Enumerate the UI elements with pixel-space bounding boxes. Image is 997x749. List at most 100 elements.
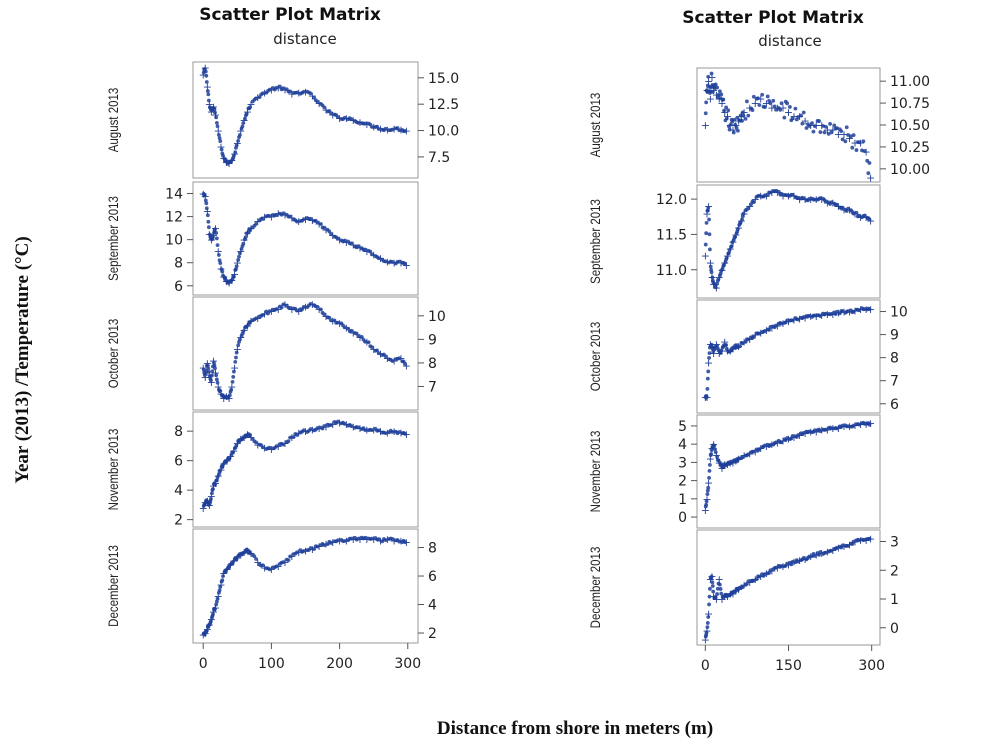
- data-point: +: [233, 552, 242, 565]
- data-point: [801, 196, 806, 201]
- data-point: [707, 463, 712, 467]
- data-point: +: [222, 455, 231, 468]
- data-point: [824, 427, 828, 432]
- data-point: [397, 356, 402, 361]
- data-point: [704, 394, 709, 399]
- data-point: [267, 87, 272, 92]
- data-point: +: [209, 480, 218, 493]
- data-point: [288, 435, 293, 440]
- data-point: [234, 443, 239, 447]
- data-point: [359, 334, 364, 339]
- data-point: [812, 554, 817, 558]
- data-point: [205, 89, 210, 93]
- data-point: [241, 121, 246, 125]
- panel-frame: [696, 414, 881, 529]
- y-tick-label: 12: [165, 210, 183, 226]
- data-point: [237, 251, 242, 255]
- data-point: +: [240, 324, 249, 337]
- data-point: [214, 120, 219, 125]
- panel-october-2013: October 201378910+++++++++++++++++++++++…: [105, 296, 446, 411]
- data-point: [335, 538, 340, 543]
- data-point: +: [203, 357, 212, 370]
- y-tick-label: 7.5: [428, 150, 450, 166]
- data-point: +: [806, 119, 815, 132]
- data-point: [335, 320, 340, 325]
- data-point: [215, 243, 220, 248]
- data-point: +: [260, 307, 269, 320]
- data-point: +: [773, 436, 782, 449]
- data-point: [383, 354, 388, 359]
- panel-frame: [696, 67, 881, 183]
- data-point: [278, 84, 282, 89]
- row-label: November 2013: [105, 429, 121, 511]
- x-tick-label: 150: [775, 658, 802, 674]
- data-point: [756, 96, 760, 101]
- data-point: +: [211, 222, 220, 235]
- data-point: [397, 430, 402, 434]
- data-point: [844, 125, 849, 130]
- data-point: [210, 491, 214, 496]
- data-point: [376, 127, 381, 131]
- data-point: [828, 122, 832, 126]
- data-point: [733, 122, 738, 127]
- data-point: [704, 502, 709, 507]
- data-point: [214, 602, 219, 607]
- data-point: [812, 313, 817, 318]
- data-point: +: [845, 306, 854, 319]
- data-point: [248, 550, 253, 555]
- data-point: [204, 206, 209, 211]
- data-point: [746, 452, 751, 457]
- data-point: [707, 475, 711, 480]
- data-point: [213, 110, 217, 115]
- y-tick-label: 8: [174, 256, 183, 272]
- row-label: December 2013: [587, 547, 603, 629]
- panel-august-2013: August 20137.510.012.515.0++++++++++++++…: [105, 61, 459, 179]
- data-point: [846, 424, 851, 429]
- data-point: [349, 241, 354, 246]
- data-point: [790, 318, 795, 323]
- data-point: +: [706, 453, 715, 466]
- data-point: +: [229, 444, 238, 457]
- data-point: [724, 105, 729, 110]
- data-point: [727, 127, 732, 132]
- data-point: [214, 478, 219, 483]
- data-point: [363, 121, 368, 126]
- data-point: +: [214, 590, 223, 603]
- data-point: [370, 536, 374, 541]
- data-point: [793, 106, 798, 111]
- data-point: [204, 201, 209, 206]
- data-point: +: [801, 427, 810, 440]
- data-point: +: [767, 564, 776, 577]
- data-point: [740, 217, 744, 222]
- data-point: [867, 217, 872, 222]
- data-point: [705, 208, 710, 213]
- data-point: +: [828, 123, 837, 136]
- data-point: [370, 125, 374, 129]
- data-point: +: [246, 547, 255, 560]
- data-point: [342, 421, 347, 426]
- data-point: [291, 435, 296, 439]
- data-point: +: [342, 418, 351, 431]
- data-point: [260, 91, 265, 96]
- data-point: [315, 220, 320, 225]
- data-point: [213, 482, 217, 487]
- data-point: [254, 316, 258, 321]
- data-point: [710, 90, 715, 94]
- data-point: +: [233, 343, 242, 356]
- data-point: [790, 434, 795, 438]
- data-point: +: [801, 311, 810, 324]
- data-point: +: [856, 418, 865, 431]
- y-tick-label: 8: [428, 541, 437, 557]
- data-point: +: [709, 347, 718, 360]
- data-point: [230, 379, 235, 384]
- data-point: [215, 596, 220, 601]
- data-point: +: [828, 308, 837, 321]
- data-point: +: [199, 69, 208, 82]
- data-point: [295, 433, 299, 437]
- data-point: +: [205, 499, 214, 512]
- data-point: [763, 193, 767, 198]
- data-point: +: [260, 441, 269, 454]
- data-point: +: [219, 567, 228, 580]
- y-tick-label: 0: [890, 621, 899, 637]
- data-point: +: [402, 536, 411, 549]
